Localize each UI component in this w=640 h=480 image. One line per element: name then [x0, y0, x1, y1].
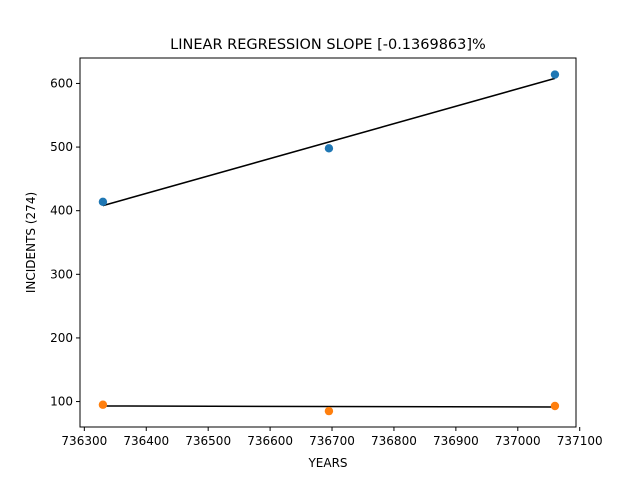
x-tick-label: 736600	[247, 434, 293, 448]
data-point-series-1	[98, 197, 108, 206]
x-tick-label: 736700	[309, 434, 355, 448]
plot-frame	[79, 57, 577, 428]
data-point-series-1	[550, 70, 560, 79]
x-axis-label: YEARS	[307, 456, 347, 470]
x-tick-label: 737100	[557, 434, 603, 448]
y-tick-label: 300	[50, 267, 73, 281]
y-tick-label: 200	[50, 331, 73, 345]
y-tick-label: 500	[50, 140, 73, 154]
regression-lines	[102, 77, 556, 408]
x-tick-label: 736900	[433, 434, 479, 448]
data-point-series-2	[98, 400, 108, 409]
x-tick-label: 736400	[123, 434, 169, 448]
data-point-series-2	[550, 401, 560, 411]
y-axis: 100 200 300 400 500 600	[50, 76, 80, 409]
data-point-series-1	[324, 144, 334, 153]
y-tick-label: 400	[50, 204, 73, 218]
chart-title: LINEAR REGRESSION SLOPE [-0.1369863]%	[170, 37, 486, 53]
data-points	[98, 70, 560, 416]
x-axis: 736300 736400 736500 736600 736700 736800 7369…	[61, 427, 603, 448]
y-axis-label: INCIDENTS (274)	[24, 192, 38, 293]
regression-line-2	[102, 405, 555, 408]
regression-line-1	[102, 77, 556, 207]
data-point-series-2	[324, 406, 334, 416]
y-tick-label: 100	[50, 395, 73, 409]
y-tick-label: 600	[50, 76, 73, 90]
x-tick-label: 736500	[185, 434, 231, 448]
x-tick-label: 737000	[495, 434, 541, 448]
x-tick-label: 736300	[61, 434, 107, 448]
x-tick-label: 736800	[371, 434, 417, 448]
